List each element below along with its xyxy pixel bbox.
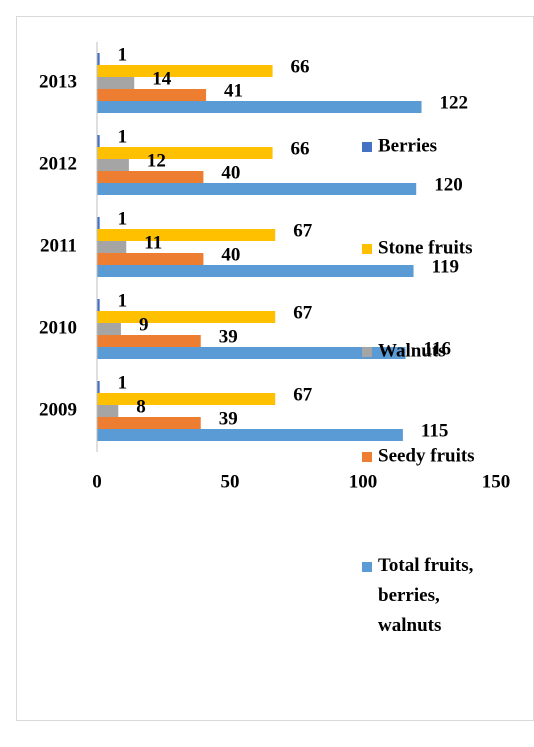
y-tick-label: 2009 <box>39 399 77 420</box>
data-label: 120 <box>434 174 463 195</box>
bar <box>97 229 276 241</box>
bar <box>97 171 204 183</box>
data-label: 39 <box>219 408 238 429</box>
bar <box>97 101 422 113</box>
data-label: 119 <box>432 256 459 277</box>
data-label: 115 <box>421 420 448 441</box>
data-label: 1 <box>118 44 128 65</box>
legend-label: Total fruits, berries, walnuts <box>378 555 478 636</box>
data-label: 14 <box>152 68 172 89</box>
data-label: 40 <box>221 244 240 265</box>
data-label: 1 <box>118 372 128 393</box>
bar <box>97 77 135 89</box>
x-tick-label: 100 <box>349 471 378 492</box>
legend-label: Berries <box>378 135 437 156</box>
legend-marker <box>362 142 372 152</box>
data-label: 39 <box>219 326 238 347</box>
bar <box>97 393 276 405</box>
bar <box>97 417 201 429</box>
bar <box>97 253 204 265</box>
x-tick-label: 50 <box>221 471 240 492</box>
data-label: 1 <box>118 290 128 311</box>
x-tick-label: 150 <box>482 471 511 492</box>
data-label: 67 <box>293 302 313 323</box>
bar <box>97 241 127 253</box>
legend-marker <box>362 347 372 357</box>
bar <box>97 405 119 417</box>
data-label: 67 <box>293 220 313 241</box>
y-tick-label: 2011 <box>40 235 77 256</box>
bar <box>97 265 414 277</box>
data-label: 8 <box>136 396 146 417</box>
y-tick-label: 2012 <box>39 153 77 174</box>
chart-border <box>16 16 534 721</box>
legend-label: Seedy fruits <box>378 445 475 466</box>
y-tick-label: 2010 <box>39 317 77 338</box>
bar <box>97 429 403 441</box>
data-label: 1 <box>118 126 128 147</box>
y-tick-label: 2013 <box>39 71 77 92</box>
bar <box>97 217 100 229</box>
bar <box>97 159 129 171</box>
bar <box>97 381 100 393</box>
data-label: 12 <box>147 150 166 171</box>
legend-marker <box>362 562 372 572</box>
bar <box>97 147 273 159</box>
bar <box>97 335 201 347</box>
data-label: 66 <box>291 56 310 77</box>
legend-marker <box>362 244 372 254</box>
legend-label: Stone fruits <box>378 237 472 258</box>
bar <box>97 135 100 147</box>
bar <box>97 89 207 101</box>
data-label: 41 <box>224 80 243 101</box>
legend-marker <box>362 452 372 462</box>
data-label: 11 <box>144 232 162 253</box>
bar <box>97 183 417 195</box>
data-label: 122 <box>440 92 469 113</box>
legend-label: Walnuts <box>378 340 446 361</box>
data-label: 40 <box>221 162 240 183</box>
x-tick-label: 0 <box>92 471 102 492</box>
bar <box>97 299 100 311</box>
bar <box>97 53 100 65</box>
bar <box>97 347 406 359</box>
data-label: 66 <box>291 138 310 159</box>
bar <box>97 311 276 323</box>
bar <box>97 323 121 335</box>
data-label: 1 <box>118 208 128 229</box>
data-label: 116 <box>424 338 451 359</box>
data-label: 67 <box>293 384 313 405</box>
data-label: 9 <box>139 314 149 335</box>
bar <box>97 65 273 77</box>
